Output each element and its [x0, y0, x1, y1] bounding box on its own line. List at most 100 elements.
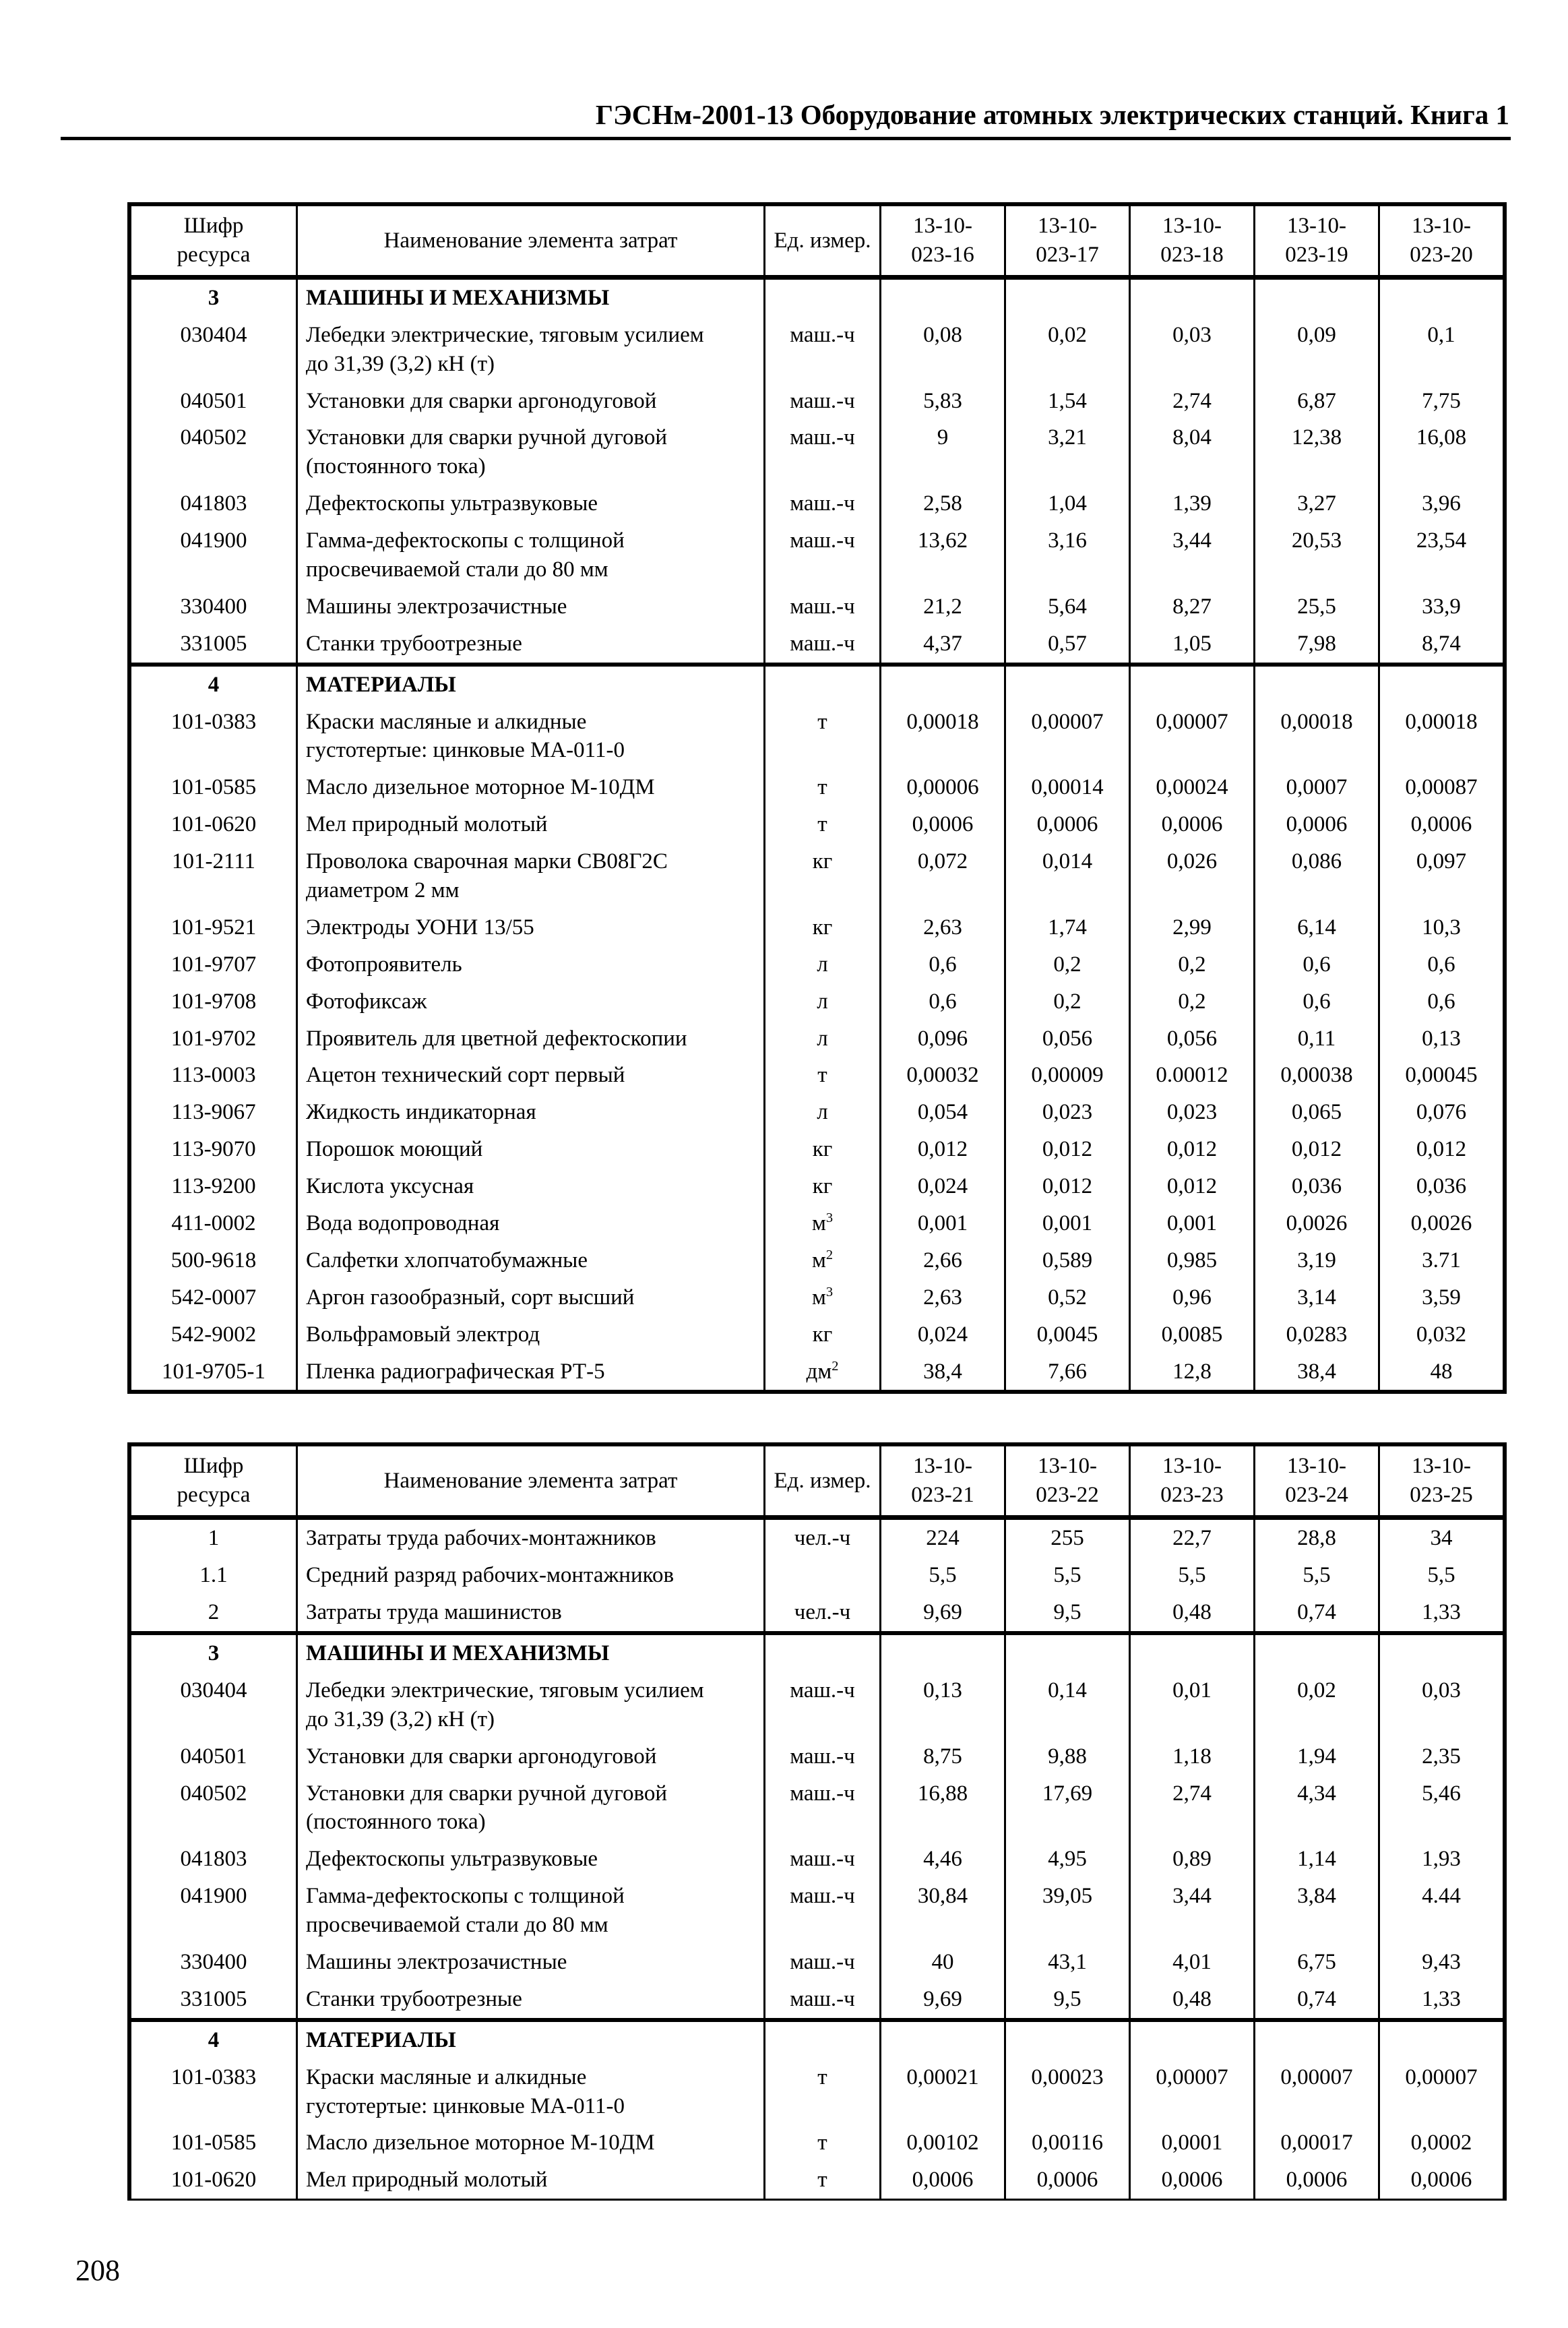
cell-cost-element-name: Установки для сварки аргонодуговой — [296, 382, 765, 420]
cell-resource-code: 4 — [129, 2017, 297, 2059]
cell-norm-value: 4,34 — [1253, 1775, 1379, 1841]
table-row: 101-0383 Краски масляные и алкидные густо… — [129, 703, 1505, 770]
cell-resource-code: 331005 — [180, 1986, 247, 2011]
cell-cost-element-name: Масло дизельное моторное М-10ДМ — [296, 769, 765, 807]
cell-norm-value: 2,66 — [879, 1242, 1005, 1279]
table-row: 101-0620 Мел природный молотый т 0,0006 0,00… — [129, 806, 1505, 844]
cell-norm-value: 40 — [879, 1943, 1005, 1981]
cell-norm-value: 0,0001 — [1129, 2124, 1255, 2162]
cell-norm-value: 1,14 — [1253, 1841, 1379, 1878]
cell-resource-code: 1 — [208, 1526, 220, 1551]
cell-norm-value: 5,5 — [1129, 1557, 1255, 1595]
cell-norm-value: 0,026 — [1129, 843, 1255, 909]
cell-resource-code: 101-0620 — [170, 812, 257, 837]
cell-norm-value: 0,00007 — [1378, 2058, 1505, 2125]
cell-cost-element-name: Станки трубоотрезные — [296, 625, 765, 665]
cell-norm-value: 0,0006 — [1004, 806, 1130, 844]
cell-norm-value: 0,6 — [1253, 946, 1379, 983]
cell-norm-value — [1129, 1630, 1255, 1672]
cell-norm-value: 255 — [1004, 1517, 1130, 1558]
section-row: 4 МАТЕРИАЛЫ — [129, 662, 1505, 704]
cell-norm-value: 0,097 — [1378, 843, 1505, 909]
col-header-unit: Ед. измер. — [763, 1444, 881, 1521]
cell-norm-value: 0,0006 — [879, 2162, 1005, 2200]
page-number: 208 — [75, 2254, 120, 2288]
cell-norm-value: 0,985 — [1129, 1242, 1255, 1279]
cell-norm-value: 12,38 — [1253, 419, 1379, 486]
cell-norm-value: 0,024 — [879, 1168, 1005, 1206]
cell-norm-value — [1004, 662, 1130, 704]
cell-norm-value: 4,01 — [1129, 1943, 1255, 1981]
cell-norm-value: 0,2 — [1129, 946, 1255, 983]
cell-resource-code: 542-9002 — [170, 1322, 257, 1347]
col-header-norm-code: 13-10- 023-19 — [1253, 204, 1379, 280]
cell-norm-value: 0,00021 — [879, 2058, 1005, 2125]
cell-norm-value: 17,69 — [1004, 1775, 1130, 1841]
cell-resource-code: 040501 — [180, 388, 247, 413]
cell-norm-value: 0,00014 — [1004, 769, 1130, 807]
cell-norm-value: 0,11 — [1253, 1020, 1379, 1058]
cell-norm-value: 0,056 — [1129, 1020, 1255, 1058]
cell-norm-value: 0,00024 — [1129, 769, 1255, 807]
cell-resource-code: 101-9702 — [170, 1026, 257, 1051]
cell-norm-value: 0,036 — [1253, 1168, 1379, 1206]
table-row: 041803 Дефектоскопы ультразвуковые маш.-ч 4… — [129, 1841, 1505, 1878]
cell-norm-value: 0,00007 — [1004, 703, 1130, 770]
cell-norm-value — [1378, 662, 1505, 704]
cell-norm-value: 0,08 — [879, 316, 1005, 383]
cell-norm-value: 0,0006 — [1378, 806, 1505, 844]
cell-unit: маш.-ч — [763, 1841, 881, 1878]
table-row: 101-2111 Проволока сварочная марки СВ08Г2… — [129, 843, 1505, 909]
col-header-norm-code: 13-10- 023-20 — [1378, 204, 1505, 280]
cost-table-norms-21-25: Шифр ресурса Наименование элемента затрат… — [127, 1442, 1507, 2201]
cell-cost-element-name: Мел природный молотый — [296, 806, 765, 844]
cell-norm-value: 38,4 — [1253, 1353, 1379, 1392]
cell-norm-value: 13,62 — [879, 522, 1005, 588]
col-header-cost-element-name: Наименование элемента затрат — [296, 1444, 765, 1521]
cell-cost-element-name: Лебедки электрические, тяговым усилием д… — [296, 1672, 765, 1738]
cell-norm-value: 0,00116 — [1004, 2124, 1130, 2162]
cell-norm-value: 0,6 — [879, 983, 1005, 1020]
cell-norm-value: 30,84 — [879, 1878, 1005, 1944]
cell-norm-value: 0,00007 — [1129, 703, 1255, 770]
header-row: Шифр ресурса Наименование элемента затрат… — [129, 204, 1505, 280]
cell-unit: т — [763, 2058, 881, 2125]
cell-norm-value: 5,83 — [879, 382, 1005, 420]
cell-cost-element-name: Машины электрозачистные — [296, 1943, 765, 1981]
table-row: 330400 Машины электрозачистные маш.-ч 40 43,… — [129, 1943, 1505, 1981]
cell-norm-value: 0,01 — [1129, 1672, 1255, 1738]
table-row: 041900 Гамма-дефектоскопы с толщиной прос… — [129, 1878, 1505, 1944]
cell-norm-value: 0,00007 — [1129, 2058, 1255, 2125]
cell-norm-value: 0,6 — [879, 946, 1005, 983]
cell-norm-value: 9,69 — [879, 1980, 1005, 2020]
cell-resource-code: 331005 — [180, 631, 247, 656]
col-header-norm-code: 13-10- 023-23 — [1129, 1444, 1255, 1521]
cell-norm-value — [879, 662, 1005, 704]
cell-norm-value: 0,065 — [1253, 1094, 1379, 1132]
cell-norm-value: 0,0006 — [1129, 806, 1255, 844]
cell-norm-value: 0,023 — [1129, 1094, 1255, 1132]
cell-resource-code: 330400 — [180, 1949, 247, 1974]
cell-resource-code: 330400 — [180, 594, 247, 619]
cell-resource-code: 113-0003 — [171, 1063, 256, 1088]
cell-unit — [763, 275, 881, 317]
table-row: 040501 Установки для сварки аргонодуговой… — [129, 1738, 1505, 1775]
cell-cost-element-name: Мел природный молотый — [296, 2162, 765, 2200]
cell-unit: маш.-ч — [763, 316, 881, 383]
col-header-norm-code: 13-10- 023-24 — [1253, 1444, 1379, 1521]
cell-cost-element-name: МАТЕРИАЛЫ — [296, 2017, 765, 2059]
cell-norm-value: 0,0006 — [1378, 2162, 1505, 2200]
cell-cost-element-name: Средний разряд рабочих-монтажников — [296, 1557, 765, 1595]
cell-norm-value: 9,88 — [1004, 1738, 1130, 1775]
cell-norm-value: 0,589 — [1004, 1242, 1130, 1279]
cell-cost-element-name: Краски масляные и алкидные густотертые: … — [296, 2058, 765, 2125]
cell-norm-value: 0,00087 — [1378, 769, 1505, 807]
cell-norm-value: 4,46 — [879, 1841, 1005, 1878]
cell-norm-value: 1,33 — [1378, 1594, 1505, 1633]
cell-cost-element-name: МАТЕРИАЛЫ — [296, 662, 765, 704]
cell-norm-value: 33,9 — [1378, 588, 1505, 625]
cell-cost-element-name: МАШИНЫ И МЕХАНИЗМЫ — [296, 275, 765, 317]
col-header-resource-code: Шифр ресурса — [129, 204, 297, 280]
cell-norm-value: 48 — [1378, 1353, 1505, 1392]
